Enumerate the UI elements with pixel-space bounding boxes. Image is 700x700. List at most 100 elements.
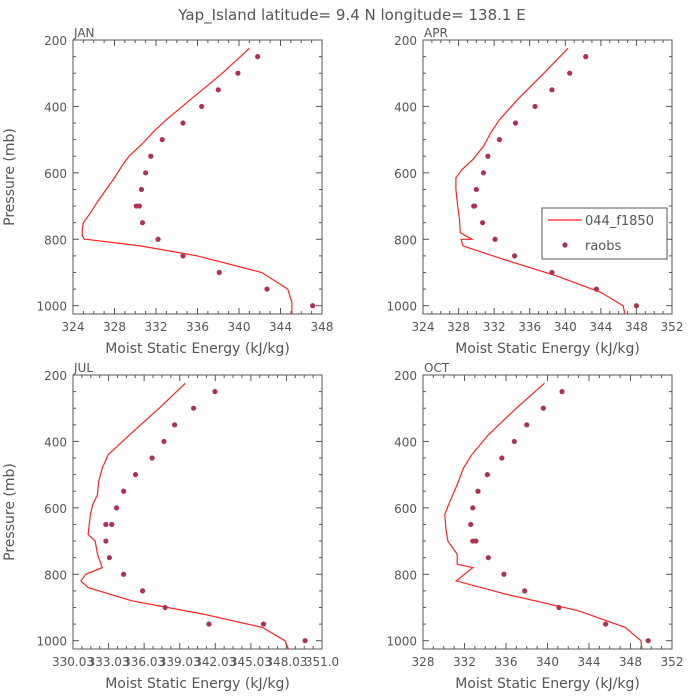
obs-point <box>480 170 487 176</box>
x-axis-label: Moist Static Energy (kJ/kg) <box>105 341 290 357</box>
obs-point <box>212 389 218 395</box>
x-axis-label: Moist Static Energy (kJ/kg) <box>105 676 290 692</box>
obs-point <box>121 488 127 494</box>
obs-point <box>190 405 197 411</box>
panel-label: JAN <box>73 26 95 40</box>
x-tick-label: 339.03 <box>159 655 201 669</box>
legend-obs-label: raobs <box>585 239 622 254</box>
obs-point <box>260 621 267 627</box>
x-tick-label: 336.03 <box>123 655 165 669</box>
obs-point <box>310 303 316 309</box>
model-line <box>444 382 643 650</box>
obs-point <box>159 137 165 143</box>
y-tick-label: 800 <box>44 568 67 582</box>
y-tick-label: 400 <box>44 435 67 449</box>
obs-point <box>511 438 517 445</box>
y-tick-label: 400 <box>44 100 67 114</box>
obs-point <box>103 538 109 544</box>
plot-frame <box>72 374 323 650</box>
obs-point <box>180 253 186 259</box>
obs-point <box>633 303 640 309</box>
y-tick-label: 600 <box>394 167 417 181</box>
panel-jul: 330.03333.03336.03339.03342.03345.03348.… <box>2 361 339 692</box>
y-tick-label: 200 <box>44 369 67 383</box>
y-tick-label: 200 <box>394 34 417 48</box>
y-axis-label: Pressure (mb) <box>2 463 18 561</box>
x-tick-label: 340 <box>554 320 577 334</box>
obs-point <box>148 153 154 159</box>
x-tick-label: 336 <box>186 320 209 334</box>
panel-label: JUL <box>73 361 93 375</box>
obs-point <box>540 405 546 411</box>
obs-point <box>132 472 139 478</box>
panel-apr: 324 328 332 336 340 344 348 352 200 400 600 800 1000… <box>386 26 683 357</box>
obs-point <box>567 70 573 76</box>
y-tick-label: 200 <box>44 34 67 48</box>
obs-point <box>492 236 498 242</box>
obs-point <box>499 455 505 461</box>
obs-point <box>475 488 481 494</box>
legend-box <box>541 207 668 260</box>
x-axis-label: Moist Static Energy (kJ/kg) <box>455 341 640 357</box>
legend-model-label: 044_f1850 <box>585 214 654 229</box>
model-line <box>80 382 289 650</box>
obs-point <box>180 120 186 126</box>
x-tick-label: 352 <box>661 320 684 334</box>
obs-point <box>501 571 507 577</box>
obs-point <box>113 505 120 511</box>
obs-point <box>468 521 474 528</box>
obs-point <box>133 203 139 209</box>
obs-point <box>235 70 241 76</box>
x-tick-label: 344 <box>578 655 601 669</box>
x-tick-label: 345.03 <box>230 655 272 669</box>
y-tick-label: 1000 <box>386 300 417 314</box>
obs-point <box>140 588 146 594</box>
x-tick-label: 332 <box>483 320 506 334</box>
x-tick-label: 333.03 <box>88 655 130 669</box>
y-tick-label: 1000 <box>36 300 67 314</box>
x-tick-label: 324 <box>62 320 85 334</box>
y-tick-label: 800 <box>394 568 417 582</box>
obs-point <box>471 203 478 209</box>
obs-point <box>302 638 308 644</box>
obs-point <box>121 571 127 577</box>
obs-point <box>206 621 212 627</box>
obs-point <box>215 87 221 93</box>
obs-point <box>532 103 538 110</box>
obs-point <box>103 521 109 528</box>
x-tick-label: 328 <box>412 655 435 669</box>
obs-point <box>161 438 167 445</box>
figure-title: Yap_Island latitude= 9.4 N longitude= 13… <box>177 6 525 25</box>
y-axis-label: Pressure (mb) <box>2 128 18 226</box>
panel-jan: 324 328 332 336 340 344 348 200 400 600 800 1000 JAN… <box>2 26 333 357</box>
obs-point <box>511 253 518 259</box>
x-tick-label: 348.03 <box>265 655 307 669</box>
obs-point <box>485 555 491 561</box>
x-tick-label: 344 <box>269 320 292 334</box>
model-line <box>455 47 626 315</box>
obs-point <box>583 54 589 60</box>
x-tick-label: 340 <box>228 320 251 334</box>
x-tick-label: 330.03 <box>52 655 94 669</box>
y-tick-label: 600 <box>394 502 417 516</box>
x-tick-label: 328 <box>447 320 470 334</box>
obs-point <box>522 588 528 594</box>
obs-point <box>479 220 486 226</box>
panel-oct: 328 332 336 340 344 348 352 200 400 600 800 1000 OCT… <box>386 361 683 692</box>
x-tick-label: 348 <box>625 320 648 334</box>
model-line <box>81 47 293 314</box>
x-tick-label: 351.0 <box>305 655 339 669</box>
x-tick-label: 342.03 <box>194 655 236 669</box>
obs-point <box>473 186 479 193</box>
obs-point <box>470 505 476 511</box>
obs-point <box>109 521 115 528</box>
obs-point <box>139 220 146 226</box>
x-tick-label: 340 <box>536 655 559 669</box>
obs-point <box>172 422 178 428</box>
obs-point <box>255 54 261 60</box>
x-tick-label: 332 <box>453 655 476 669</box>
y-tick-label: 800 <box>394 233 417 247</box>
obs-point <box>216 269 222 276</box>
x-tick-label: 336 <box>518 320 541 334</box>
